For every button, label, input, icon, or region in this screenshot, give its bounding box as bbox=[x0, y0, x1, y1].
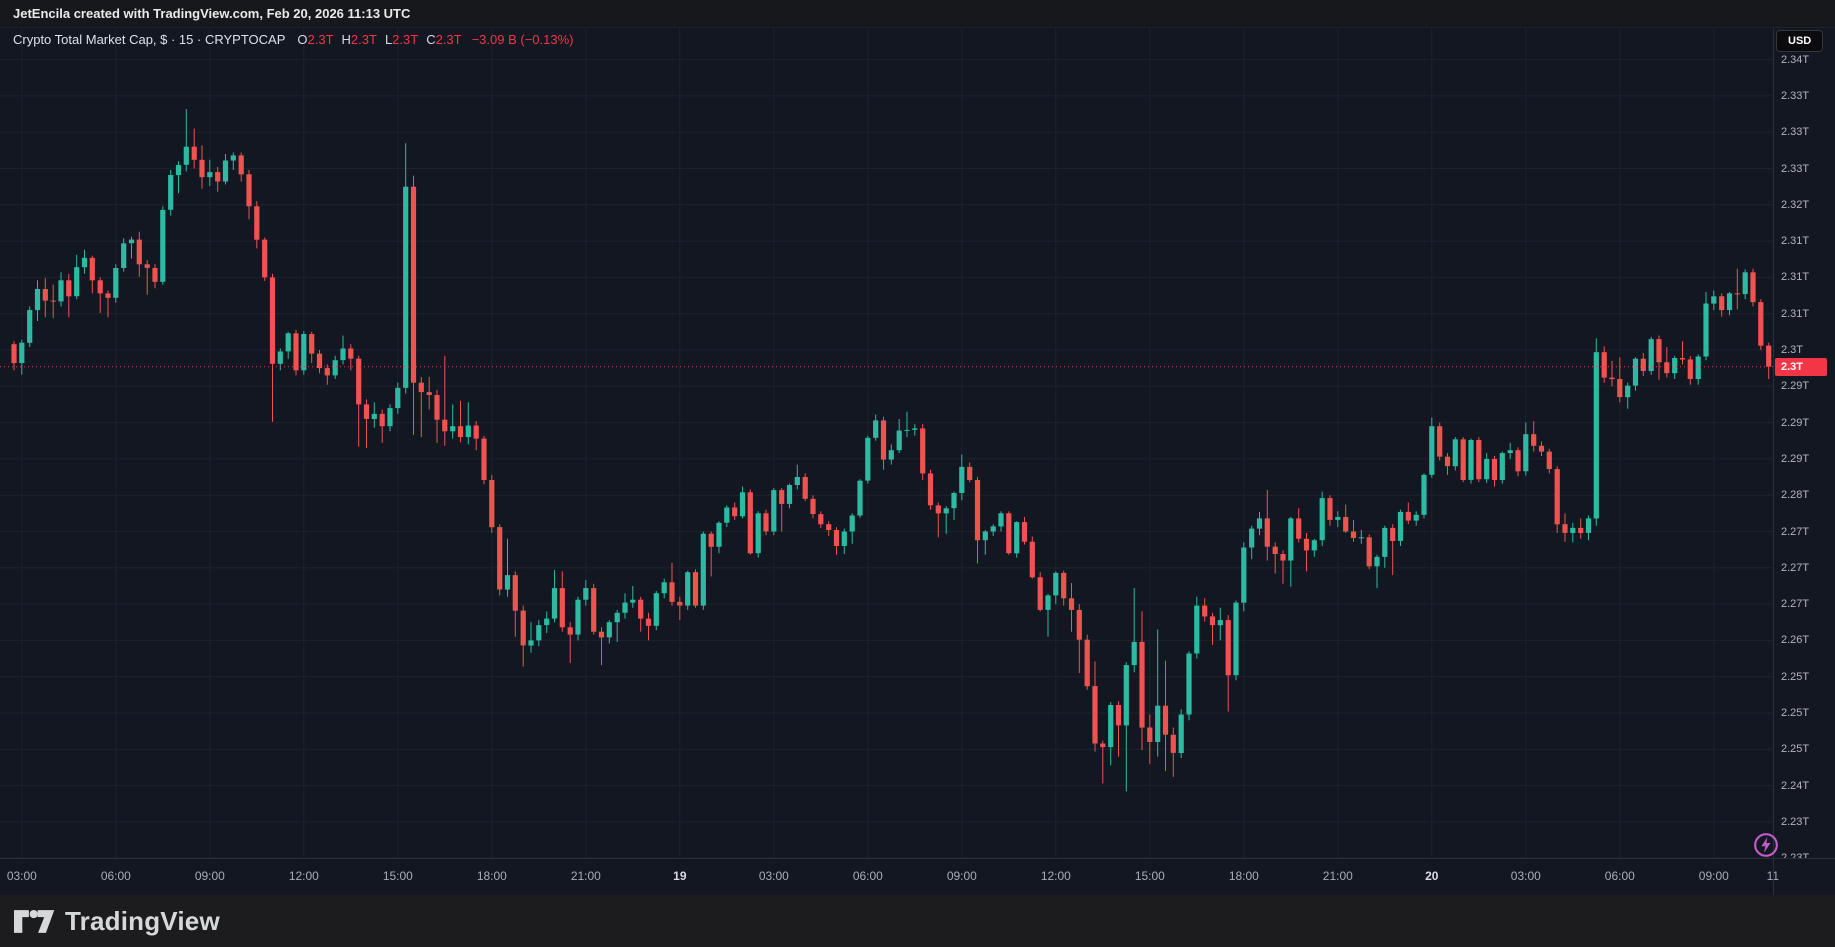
price-axis-label: 2.31T bbox=[1781, 271, 1810, 284]
time-tick-label: 15:00 bbox=[1134, 869, 1165, 883]
time-tick-label: 09:00 bbox=[194, 869, 225, 883]
price-axis-label: 2.25T bbox=[1781, 707, 1810, 719]
time-tick-label: 06:00 bbox=[852, 869, 883, 883]
price-axis-label: 2.34T bbox=[1781, 53, 1810, 66]
time-tick-label: 21:00 bbox=[1322, 869, 1353, 883]
axis-separator bbox=[1773, 858, 1774, 895]
ohlc-high: H2.3T bbox=[341, 32, 377, 47]
price-axis-label: 2.3T bbox=[1781, 344, 1804, 356]
time-tick-label: 12:00 bbox=[288, 869, 319, 883]
price-axis-label: 2.26T bbox=[1781, 634, 1810, 647]
time-tick-label: 19 bbox=[673, 869, 687, 883]
legend: Crypto Total Market Cap, $ · 15 · CRYPTO… bbox=[13, 32, 574, 47]
price-axis-label: 2.29T bbox=[1781, 416, 1810, 429]
footer-bar: TradingView bbox=[0, 895, 1835, 947]
price-axis-label: 2.32T bbox=[1781, 198, 1810, 211]
time-tick-label: 15:00 bbox=[382, 869, 413, 883]
ohlc-open: O2.3T bbox=[297, 32, 334, 47]
header-bar: JetEncila created with TradingView.com, … bbox=[0, 0, 1835, 28]
time-axis[interactable]: 03:00 06:00 09:00 12:00 15:00 18:00 21:00 19 03:… bbox=[0, 858, 1835, 896]
price-axis-label: 2.27T bbox=[1781, 561, 1810, 574]
price-axis-label: 2.23T bbox=[1781, 815, 1810, 828]
time-tick-label: 21:00 bbox=[570, 869, 601, 883]
price-axis[interactable]: 2.3T 2.34T 2.33T 2.33T 2.33T 2.32T 2.31T 2.31T… bbox=[1773, 27, 1835, 864]
price-axis-label: 2.27T bbox=[1781, 525, 1810, 538]
time-tick-label: 18:00 bbox=[476, 869, 507, 883]
price-axis-label: 2.24T bbox=[1781, 779, 1810, 792]
lightning-icon[interactable] bbox=[1753, 832, 1779, 858]
ohlc-low: L2.3T bbox=[384, 32, 419, 47]
time-tick-label: 12:00 bbox=[1040, 869, 1071, 883]
price-axis-label: 2.27T bbox=[1781, 598, 1810, 611]
current-price-badge: 2.3T bbox=[1775, 357, 1827, 376]
price-axis-label: 2.31T bbox=[1781, 235, 1810, 248]
price-axis-label: 2.29T bbox=[1781, 452, 1810, 465]
time-tick-label: 03:00 bbox=[6, 869, 37, 883]
time-tick-label: 03:00 bbox=[758, 869, 789, 883]
candlestick-chart[interactable] bbox=[0, 0, 1773, 858]
time-ticks: 03:00 06:00 09:00 12:00 15:00 18:00 21:00 19 03:… bbox=[0, 859, 1780, 896]
tradingview-wordmark: TradingView bbox=[65, 905, 220, 936]
ohlc-close: C2.3T bbox=[426, 32, 462, 47]
time-tick-label: 06:00 bbox=[100, 869, 131, 883]
price-axis-label: 2.33T bbox=[1781, 126, 1810, 139]
price-axis-label: 2.29T bbox=[1781, 380, 1810, 393]
price-axis-label: 2.33T bbox=[1781, 162, 1810, 175]
header-title: JetEncila created with TradingView.com, … bbox=[13, 6, 411, 21]
currency-toggle-button[interactable]: USD bbox=[1776, 30, 1824, 52]
price-axis-label: 2.25T bbox=[1781, 670, 1810, 683]
time-tick-label: 06:00 bbox=[1604, 869, 1635, 883]
price-axis-label: 2.25T bbox=[1781, 743, 1810, 756]
price-axis-label: 2.33T bbox=[1781, 89, 1810, 102]
change-value: −3.09 B (−0.13%) bbox=[471, 32, 574, 47]
time-tick-label: 20 bbox=[1425, 869, 1439, 883]
time-tick-label: 18:00 bbox=[1228, 869, 1259, 883]
tradingview-logo-icon[interactable] bbox=[14, 908, 56, 935]
time-tick-label: 09:00 bbox=[946, 869, 977, 883]
price-axis-label: 2.31T bbox=[1781, 307, 1810, 320]
price-axis-label: 2.28T bbox=[1781, 489, 1810, 502]
symbol-title: Crypto Total Market Cap, $ · 15 · CRYPTO… bbox=[13, 32, 286, 47]
time-tick-label: 09:00 bbox=[1698, 869, 1729, 883]
time-tick-label: 03:00 bbox=[1510, 869, 1541, 883]
